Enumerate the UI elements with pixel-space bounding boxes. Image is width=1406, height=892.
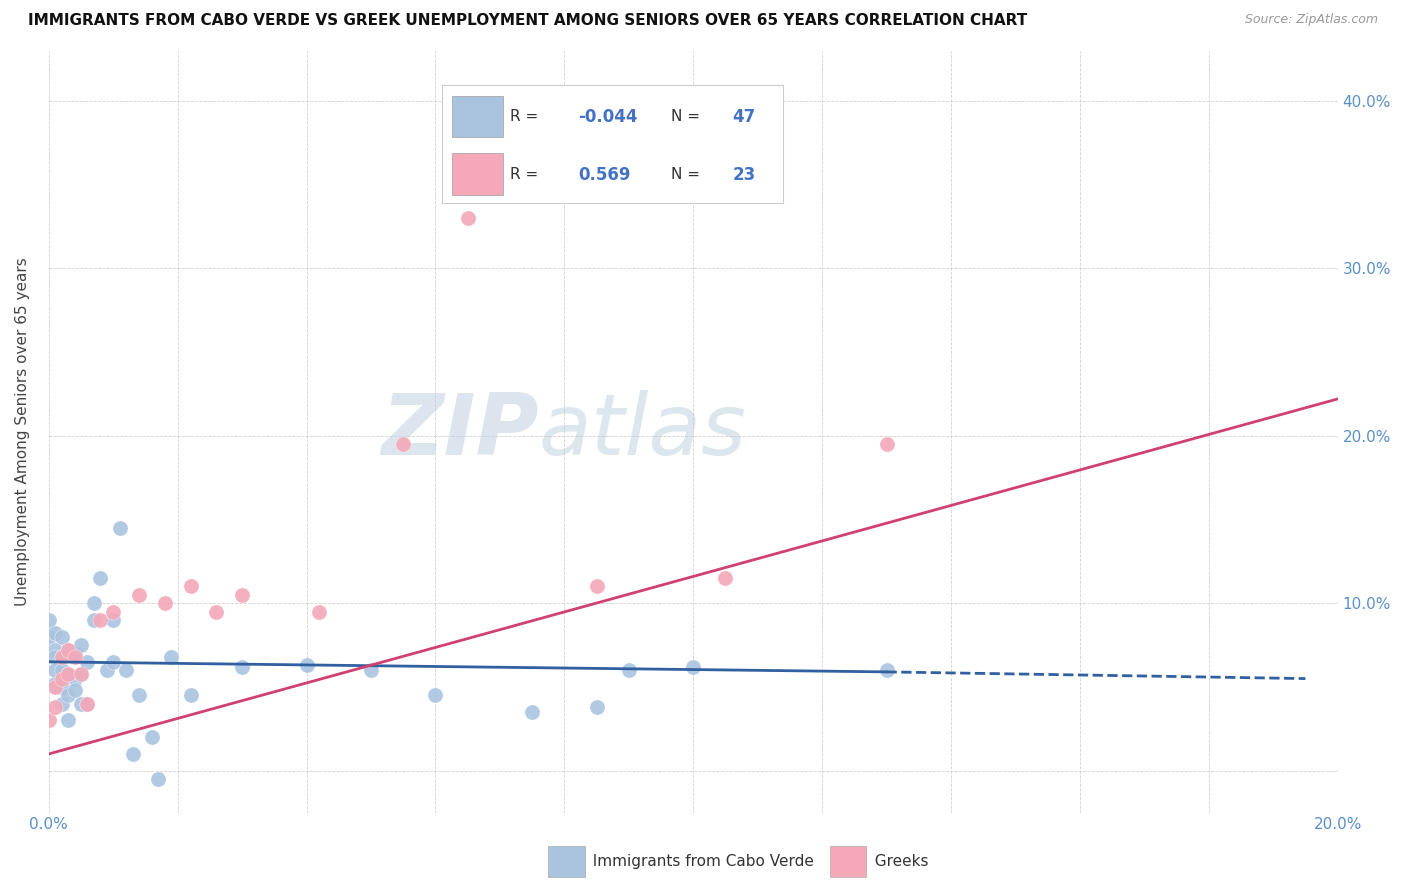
Point [231, 660, 253, 674]
Point [56, 666, 79, 681]
Point [180, 689, 202, 703]
Point [128, 588, 150, 602]
Point [70, 697, 93, 711]
Point [44, 649, 66, 664]
Point [876, 437, 898, 451]
Point [56, 643, 79, 657]
Point [63, 683, 86, 698]
Point [51, 672, 73, 686]
Point [585, 700, 607, 714]
Y-axis label: Unemployment Among Seniors over 65 years: Unemployment Among Seniors over 65 years [15, 257, 30, 606]
Text: atlas: atlas [538, 390, 747, 473]
Point [89, 571, 111, 585]
Point [76, 655, 98, 669]
Point [96, 663, 118, 677]
Point [148, 772, 170, 786]
Point [360, 663, 382, 677]
Point [103, 655, 125, 669]
Text: IMMIGRANTS FROM CABO VERDE VS GREEK UNEMPLOYMENT AMONG SENIORS OVER 65 YEARS COR: IMMIGRANTS FROM CABO VERDE VS GREEK UNEM… [28, 13, 1028, 29]
Point [51, 649, 73, 664]
Point [51, 680, 73, 694]
Point [70, 666, 93, 681]
Point [56, 689, 79, 703]
Point [128, 689, 150, 703]
Point [520, 705, 543, 719]
Point [617, 663, 640, 677]
Point [308, 605, 330, 619]
Point [63, 649, 86, 664]
Point [160, 649, 183, 664]
Point [38, 613, 60, 627]
Point [714, 571, 737, 585]
Point [103, 613, 125, 627]
Point [425, 689, 447, 703]
Point [392, 437, 415, 451]
Point [103, 605, 125, 619]
Point [63, 647, 86, 661]
Point [205, 605, 228, 619]
Text: ZIP: ZIP [381, 390, 538, 473]
Text: Immigrants from Cabo Verde: Immigrants from Cabo Verde [583, 854, 814, 869]
Point [108, 521, 131, 535]
Point [180, 580, 202, 594]
Point [63, 672, 86, 686]
Text: Source: ZipAtlas.com: Source: ZipAtlas.com [1244, 13, 1378, 27]
Point [115, 663, 138, 677]
Point [51, 630, 73, 644]
Point [38, 714, 60, 728]
Text: Greeks: Greeks [865, 854, 928, 869]
Point [51, 663, 73, 677]
Point [876, 663, 898, 677]
Point [56, 666, 79, 681]
Point [44, 680, 66, 694]
Point [121, 747, 143, 761]
Point [89, 613, 111, 627]
Point [56, 643, 79, 657]
Point [44, 626, 66, 640]
Point [83, 613, 105, 627]
Point [44, 700, 66, 714]
Point [44, 643, 66, 657]
Point [83, 596, 105, 610]
Point [70, 666, 93, 681]
Point [51, 649, 73, 664]
Point [76, 697, 98, 711]
Point [56, 714, 79, 728]
Point [51, 697, 73, 711]
Point [682, 660, 704, 674]
Point [44, 663, 66, 677]
Point [141, 730, 163, 744]
Point [585, 580, 607, 594]
Point [38, 630, 60, 644]
Point [44, 676, 66, 690]
Point [295, 658, 318, 673]
Point [153, 596, 176, 610]
Point [76, 697, 98, 711]
Point [231, 588, 253, 602]
Point [457, 211, 479, 226]
Point [70, 638, 93, 652]
